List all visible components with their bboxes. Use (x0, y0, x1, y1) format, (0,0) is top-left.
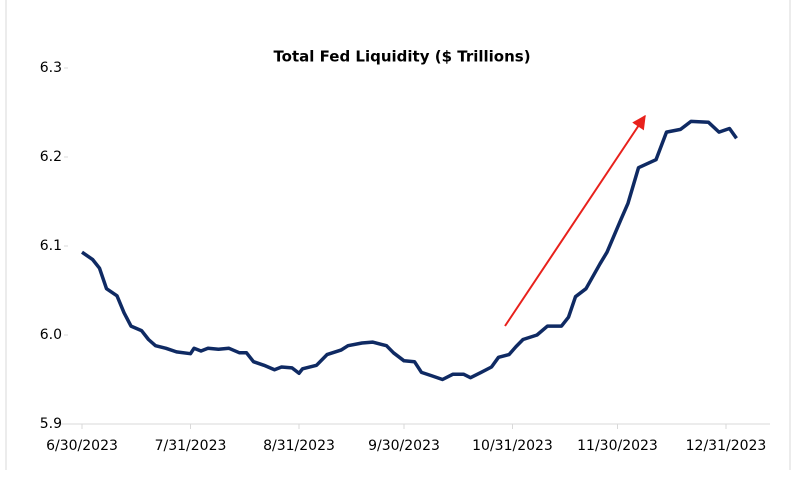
line-series (81, 119, 738, 382)
x-tick-label: 10/31/2023 (472, 438, 553, 454)
x-tick-label: 9/30/2023 (368, 438, 440, 454)
y-tick-label: 6.1 (40, 238, 62, 254)
x-tick-label: 11/30/2023 (577, 438, 658, 454)
chart-title: Total Fed Liquidity ($ Trillions) (273, 48, 530, 66)
x-tick-label: 6/30/2023 (46, 438, 118, 454)
y-tick-label: 5.9 (40, 416, 62, 432)
x-tick-label: 12/31/2023 (686, 438, 767, 454)
x-tick-label: 8/31/2023 (263, 438, 335, 454)
trend-arrow (504, 114, 646, 327)
y-tick-label: 6.0 (40, 327, 62, 343)
x-tick-label: 7/31/2023 (155, 438, 227, 454)
y-tick-label: 6.2 (40, 149, 62, 165)
y-tick-label: 6.3 (40, 60, 62, 76)
